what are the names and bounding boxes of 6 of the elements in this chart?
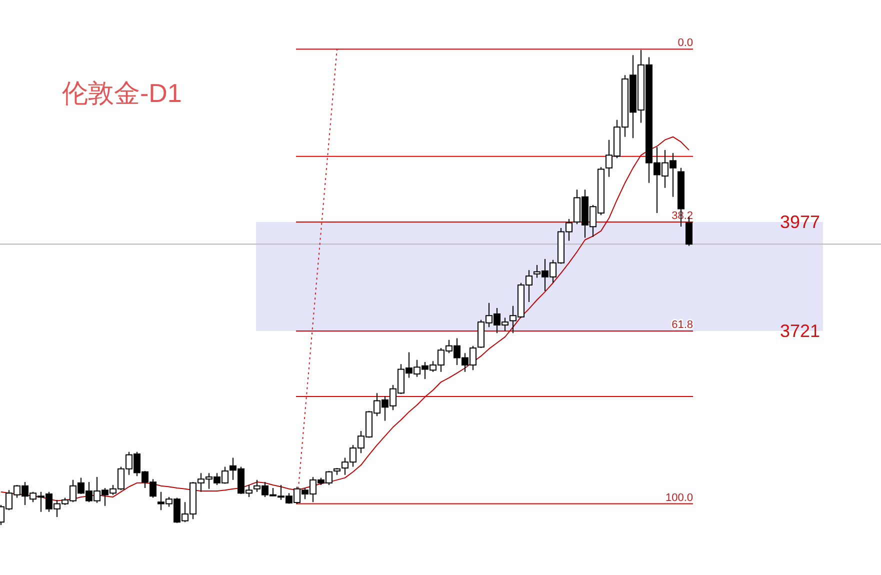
y-tick-label: 3721 <box>780 320 820 341</box>
annotation: 100.0 <box>665 492 693 504</box>
annotation: 0.0 <box>678 37 693 50</box>
annotation: 61.8 <box>672 318 693 331</box>
text: 伦敦金-D1 <box>62 78 182 108</box>
y-tick-label: 3977 <box>780 212 820 232</box>
